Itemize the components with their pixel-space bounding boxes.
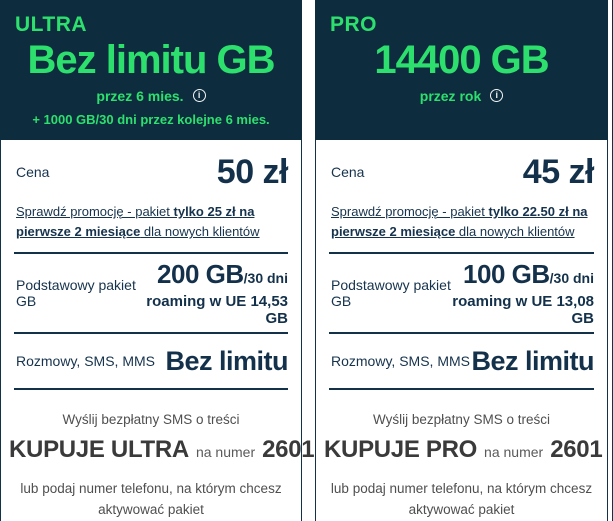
sms-mid-text: na numer xyxy=(195,444,256,460)
price-label: Cena xyxy=(16,164,50,180)
promo-text-bold: tylko 25 zł na pierwsze 2 miesiące xyxy=(16,204,255,239)
promo-link[interactable]: Sprawdź promocję - pakiet tylko 25 zł na… xyxy=(16,204,260,239)
plan-name: PRO xyxy=(330,13,378,36)
sms-instructions: Wyślij bezpłatny SMS o treści KUPUJE PRO… xyxy=(316,390,607,521)
sms-intro: Wyślij bezpłatny SMS o treści xyxy=(62,412,240,427)
divider xyxy=(14,388,288,390)
sms-note-line: aktywować pakiet xyxy=(98,501,204,517)
sms-number: 2601 xyxy=(262,436,315,463)
data-package-row: Podstawowy pakiet GB 200 GB/30 dni roami… xyxy=(1,254,301,332)
roaming-allowance: roaming w UE 13,08 GB xyxy=(452,293,594,327)
calls-row: Rozmowy, SMS, MMS Bez limitu xyxy=(316,334,607,388)
divider xyxy=(329,388,594,390)
sms-note-line: lub podaj numer telefonu, na którym chce… xyxy=(20,481,282,496)
plan-card-ultra: ULTRA Bez limitu GB przez 6 mies. i + 10… xyxy=(0,0,315,521)
price-label: Cena xyxy=(331,164,365,180)
data-amount: 200 GB xyxy=(157,259,244,289)
promo-text: Sprawdź promocję - pakiet xyxy=(331,204,489,219)
sms-note-line: lub podaj numer telefonu, na którym chce… xyxy=(330,481,593,496)
sms-code: KUPUJE PRO xyxy=(324,436,478,463)
data-package-row: Podstawowy pakiet GB 100 GB/30 dni roami… xyxy=(316,254,607,332)
plan-period: przez 6 mies. xyxy=(96,87,184,104)
plan-header: PRO 14400 GB przez rok i xyxy=(315,0,608,140)
info-icon[interactable]: i xyxy=(490,89,504,103)
price-value: 50 zł xyxy=(216,152,289,191)
divider xyxy=(329,252,594,254)
divider xyxy=(14,332,288,334)
roaming-allowance: roaming w UE 14,53 GB xyxy=(146,293,288,327)
promo-text: Sprawdź promocję - pakiet xyxy=(16,204,174,219)
promo-text: dla nowych klientów xyxy=(140,224,260,239)
calls-label: Rozmowy, SMS, MMS xyxy=(331,353,470,369)
promo-text-bold: tylko 22.50 zł na pierwsze 2 miesiące xyxy=(331,204,588,239)
calls-value: Bez limitu xyxy=(165,345,288,376)
price-value: 45 zł xyxy=(522,152,595,191)
sms-intro: Wyślij bezpłatny SMS o treści xyxy=(373,412,550,427)
data-package-label: Podstawowy pakiet GB xyxy=(16,277,136,309)
sms-number: 2601 xyxy=(550,436,603,463)
data-package-label: Podstawowy pakiet GB xyxy=(331,277,451,309)
sms-mid-text: na numer xyxy=(484,444,544,460)
promo-link[interactable]: Sprawdź promocję - pakiet tylko 22.50 zł… xyxy=(331,204,588,239)
plan-header: ULTRA Bez limitu GB przez 6 mies. i + 10… xyxy=(0,0,302,140)
data-amount: 100 GB xyxy=(463,259,550,289)
plan-card-pro: PRO 14400 GB przez rok i Cena 45 zł Spra… xyxy=(315,0,608,521)
price-row: Cena 45 zł xyxy=(316,140,607,198)
calls-row: Rozmowy, SMS, MMS Bez limitu xyxy=(1,334,301,388)
plan-period: przez rok xyxy=(419,87,482,104)
plan-period-note: + 1000 GB/30 dni przez kolejne 6 mies. xyxy=(32,111,270,127)
plan-headline: 14400 GB xyxy=(374,38,549,82)
divider xyxy=(329,332,594,334)
data-amount-suffix: /30 dni xyxy=(243,270,288,286)
plan-name: ULTRA xyxy=(15,13,88,36)
sms-code: KUPUJE ULTRA xyxy=(9,436,189,463)
plan-headline: Bez limitu GB xyxy=(27,38,275,82)
calls-value: Bez limitu xyxy=(471,345,594,376)
calls-label: Rozmowy, SMS, MMS xyxy=(16,353,155,369)
divider xyxy=(14,252,288,254)
sms-note-line: aktywować pakiet xyxy=(408,501,515,517)
info-icon[interactable]: i xyxy=(192,89,206,103)
promo-text: dla nowych klientów xyxy=(455,224,575,239)
price-row: Cena 50 zł xyxy=(1,140,301,198)
sms-instructions: Wyślij bezpłatny SMS o treści KUPUJE ULT… xyxy=(1,390,315,521)
data-amount-suffix: /30 dni xyxy=(549,270,594,286)
